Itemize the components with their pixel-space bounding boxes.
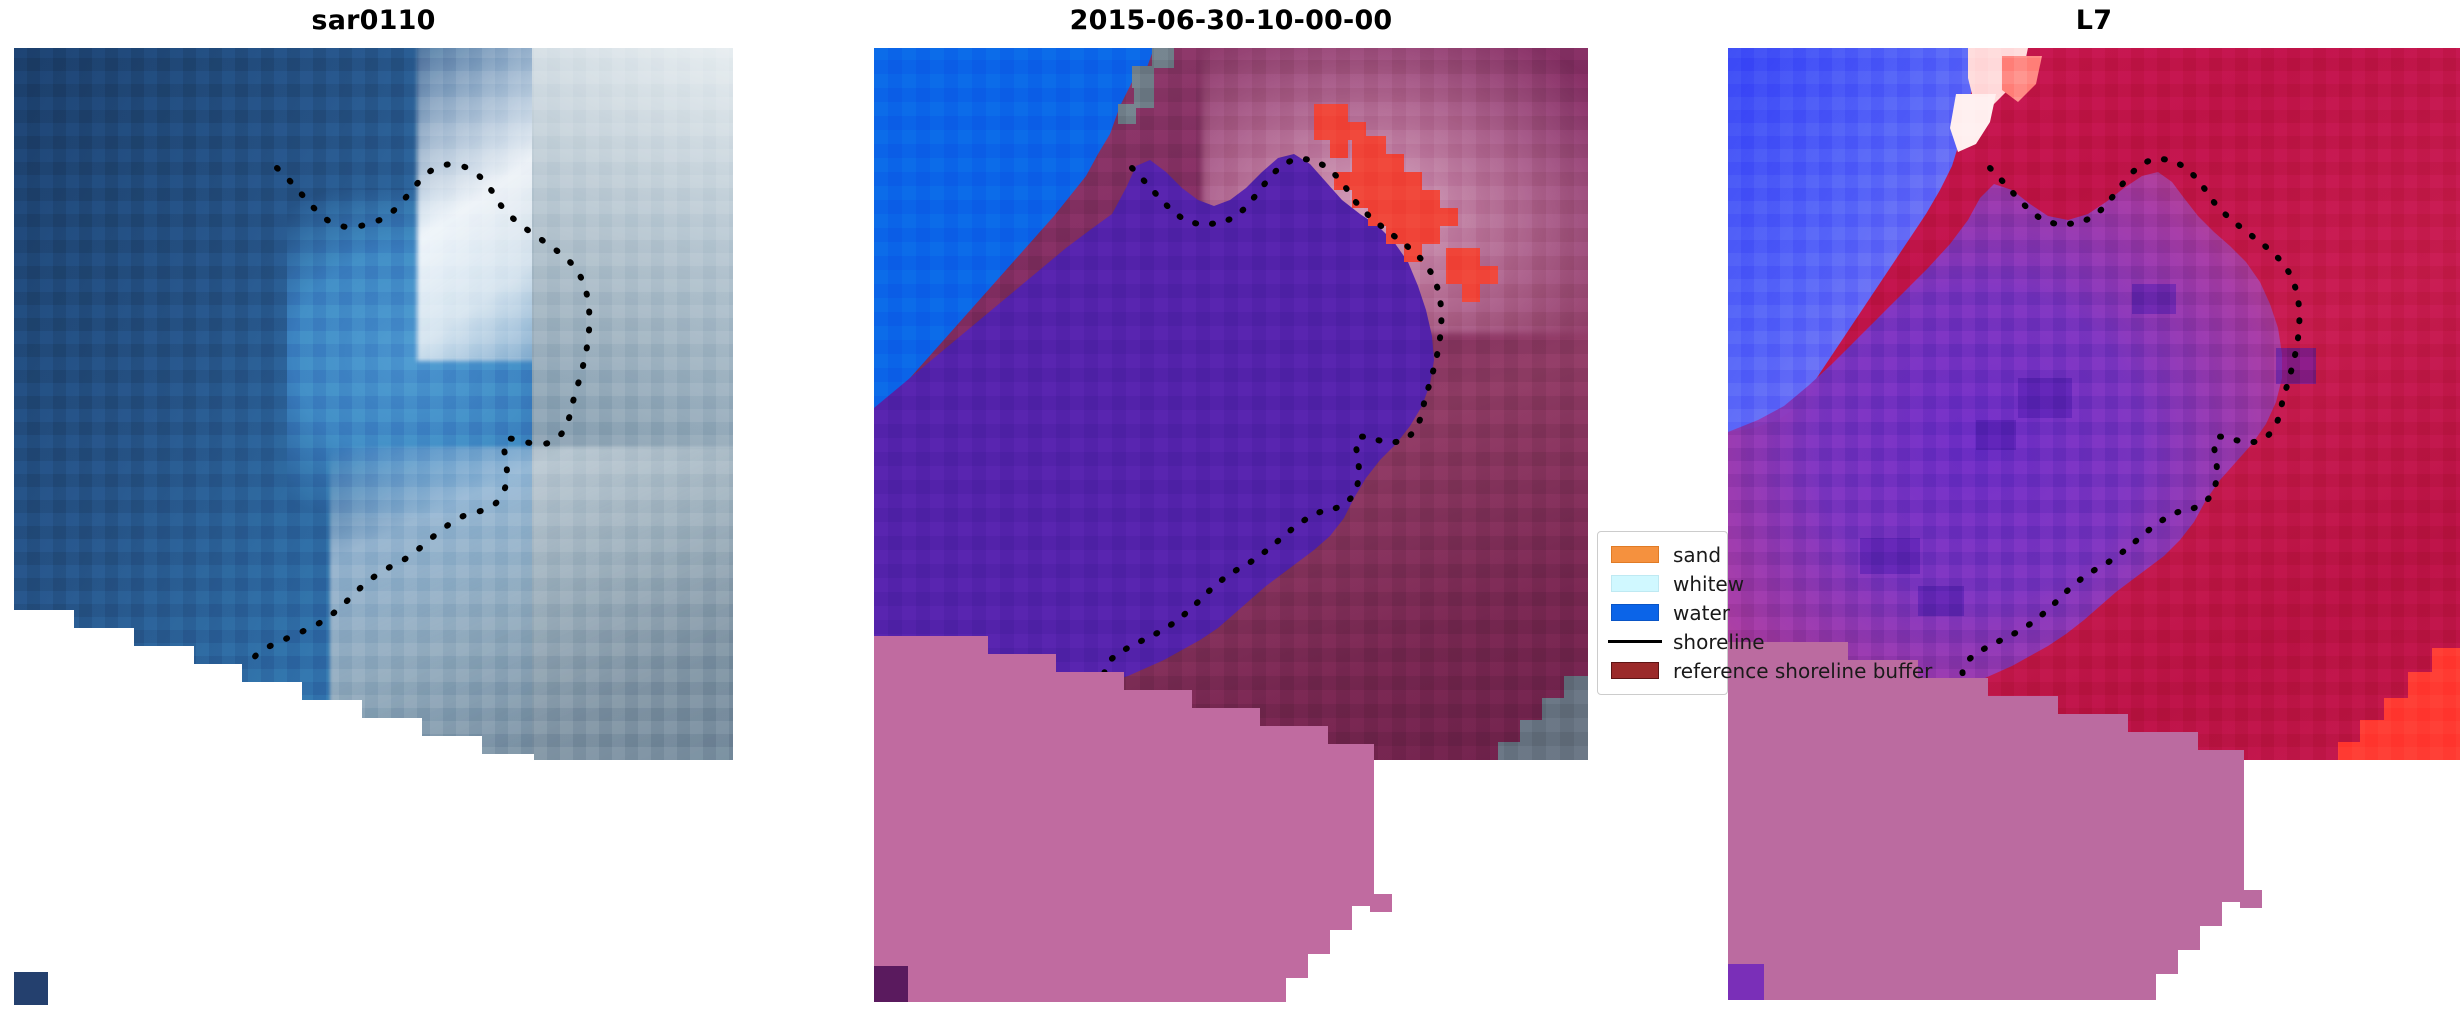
reference-buffer-swatch xyxy=(1611,662,1659,679)
sar0110-shoreline-dotted xyxy=(249,161,593,671)
panel-title-L7: L7 xyxy=(2075,5,2113,36)
legend-item-whitewater[interactable]: whitew xyxy=(1597,569,2017,598)
classification-lower-block xyxy=(874,636,1392,1002)
classification-water-in-buffer xyxy=(874,154,1434,688)
sand-swatch-wrap xyxy=(1597,546,1673,563)
legend-entries: sand whitew water shoreline xyxy=(1597,531,2017,685)
L7-purple-mottle xyxy=(1860,284,2316,616)
sar0110-shoal-lower xyxy=(330,446,733,760)
sar0110-orphan-pixel xyxy=(14,972,48,1005)
shoreline-swatch-wrap xyxy=(1597,640,1673,643)
L7-lower-block xyxy=(1728,642,2262,1000)
classification-nodata-bottom xyxy=(1498,676,1588,760)
legend-item-reference-shoreline-buffer[interactable]: reference shoreline buffer xyxy=(1597,656,2017,685)
classification-shoreline-dotted xyxy=(1101,156,1445,681)
sar0110-raster xyxy=(14,48,733,760)
classification-sand-patches xyxy=(1314,104,1498,302)
whitewater-swatch-wrap xyxy=(1597,575,1673,592)
legend-item-water[interactable]: water xyxy=(1597,598,2017,627)
classification-pixel-texture xyxy=(874,48,1588,760)
panel-title-sar0110: sar0110 xyxy=(311,5,436,36)
L7-shoreline-dotted xyxy=(1959,156,2303,681)
L7-surf-notch xyxy=(1950,48,2042,152)
legend-item-shoreline[interactable]: shoreline xyxy=(1597,627,2017,656)
legend-label-water: water xyxy=(1673,600,1730,625)
legend-label-whitewater: whitew xyxy=(1673,571,1745,596)
panel-title-classification: 2015-06-30-10-00-00 xyxy=(1069,5,1393,36)
panel-sar0110[interactable] xyxy=(14,48,733,760)
water-swatch xyxy=(1611,604,1659,621)
water-swatch-wrap xyxy=(1597,604,1673,621)
sand-swatch xyxy=(1611,546,1659,563)
legend[interactable]: sand whitew water shoreline xyxy=(1597,531,1932,695)
panel-L7[interactable] xyxy=(1728,48,2460,760)
L7-raster xyxy=(1728,48,2460,760)
classification-water-region xyxy=(874,48,1154,408)
legend-label-sand: sand xyxy=(1673,542,1722,567)
legend-label-reference-shoreline-buffer: reference shoreline buffer xyxy=(1673,658,1933,683)
panel-classification[interactable] xyxy=(874,48,1588,760)
legend-item-sand[interactable]: sand xyxy=(1597,540,2017,569)
L7-bright-red-corner xyxy=(2338,648,2460,760)
L7-water-region xyxy=(1728,48,1978,432)
L7-pixel-texture xyxy=(1728,48,2460,760)
classification-nodata-top xyxy=(1118,48,1174,124)
whitewater-swatch xyxy=(1611,575,1659,592)
reference-buffer-swatch-wrap xyxy=(1597,662,1673,679)
legend-label-shoreline: shoreline xyxy=(1673,629,1765,654)
shoreline-line-swatch xyxy=(1608,640,1662,643)
classification-raster xyxy=(874,48,1588,760)
sar0110-nodata-steps xyxy=(14,610,534,760)
